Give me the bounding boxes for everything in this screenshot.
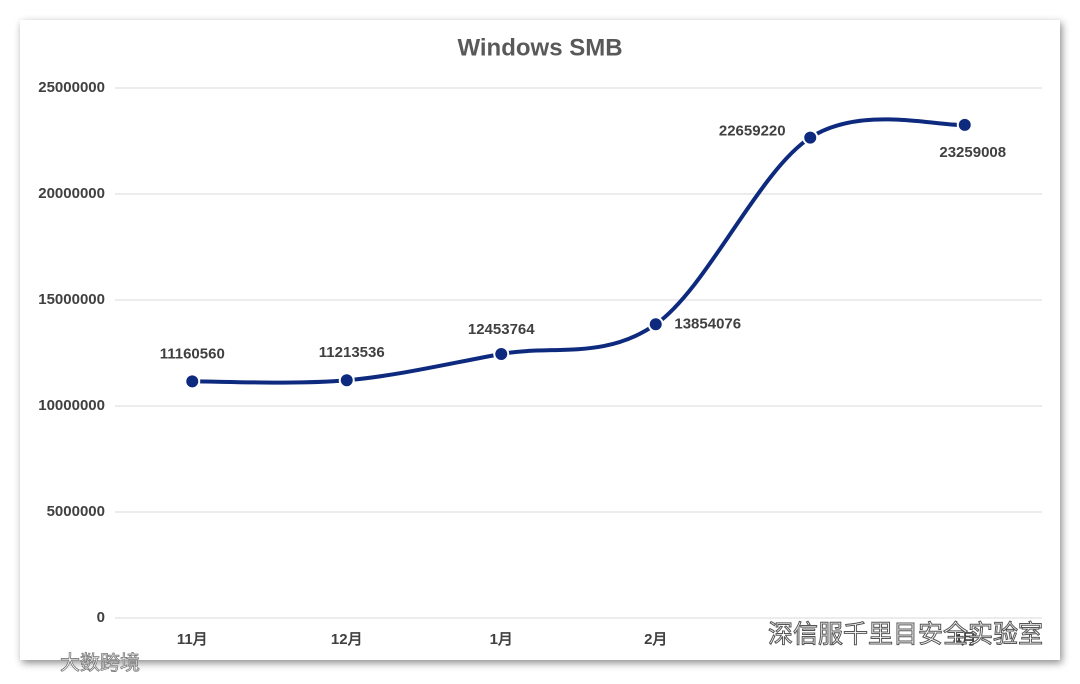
x-tick-label: 2月 — [644, 631, 667, 648]
data-label: 23259008 — [939, 144, 1006, 161]
chart-title: Windows SMB — [457, 34, 622, 61]
point — [647, 316, 664, 333]
data-label: 11213536 — [319, 344, 385, 361]
point — [338, 372, 355, 389]
y-tick-label: 0 — [97, 609, 105, 626]
x-tick-label: 1月 — [490, 631, 513, 648]
data-label: 13854076 — [674, 315, 741, 332]
point — [493, 345, 510, 362]
y-tick-label: 25000000 — [38, 79, 105, 96]
y-tick-label: 10000000 — [38, 397, 105, 414]
chart-card — [20, 20, 1060, 660]
point — [802, 129, 819, 146]
x-tick-label: 11月 — [177, 631, 208, 648]
data-label: 12453764 — [468, 321, 535, 338]
data-label: 11160560 — [160, 345, 225, 362]
watermark: 深信服千里目安全实验室 — [768, 621, 1043, 649]
y-tick-label: 20000000 — [38, 185, 105, 202]
series-line — [192, 117, 965, 385]
x-tick-label: 12月 — [331, 631, 363, 648]
watermark: 大数跨境 — [60, 651, 140, 674]
x-tick-label: 4月 — [953, 631, 976, 648]
y-tick-label: 15000000 — [38, 291, 105, 308]
data-label: 22659220 — [719, 123, 786, 140]
point — [184, 373, 201, 390]
point — [956, 116, 973, 133]
y-tick-label: 5000000 — [47, 503, 105, 520]
